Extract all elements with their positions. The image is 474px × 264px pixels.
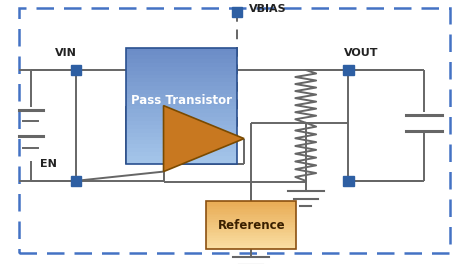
Bar (126, 48, 237, 51)
Bar (126, 160, 237, 164)
Bar (126, 113, 237, 117)
Bar (126, 133, 237, 136)
Bar (206, 201, 296, 249)
Bar (206, 230, 296, 232)
Bar (126, 78, 237, 82)
Bar (206, 227, 296, 228)
Bar (126, 86, 237, 90)
Bar (126, 90, 237, 94)
Polygon shape (164, 106, 244, 172)
Bar (206, 235, 296, 237)
Text: Pass Transistor: Pass Transistor (131, 94, 232, 107)
Bar (206, 207, 296, 209)
Bar (126, 106, 237, 110)
Text: VOUT: VOUT (344, 48, 378, 58)
Bar (232, 7, 242, 17)
Bar (126, 140, 237, 144)
Bar (206, 232, 296, 233)
Bar (126, 98, 237, 102)
Text: VBIAS: VBIAS (249, 4, 286, 14)
Bar (206, 243, 296, 244)
Bar (71, 65, 81, 75)
Bar (206, 202, 296, 204)
Bar (126, 136, 237, 140)
Bar (126, 129, 237, 133)
Bar (206, 201, 296, 202)
Bar (206, 204, 296, 205)
Bar (206, 215, 296, 217)
Text: VIN: VIN (55, 48, 76, 58)
Bar (206, 238, 296, 240)
Bar (343, 176, 354, 186)
Bar (206, 244, 296, 246)
Bar (206, 205, 296, 207)
Bar (126, 55, 237, 59)
Bar (126, 110, 237, 113)
Bar (126, 102, 237, 106)
Bar (126, 67, 237, 71)
Bar (126, 94, 237, 98)
Bar (126, 75, 237, 78)
Bar (206, 219, 296, 220)
Bar (126, 144, 237, 148)
Bar (206, 228, 296, 230)
Bar (206, 214, 296, 215)
Bar (206, 241, 296, 243)
Text: Reference: Reference (218, 219, 285, 232)
Bar (206, 233, 296, 235)
Bar (206, 225, 296, 227)
Bar (126, 125, 237, 129)
Bar (206, 210, 296, 212)
Bar (206, 240, 296, 241)
Bar (206, 223, 296, 225)
Bar (126, 71, 237, 75)
Bar (206, 217, 296, 219)
Bar (206, 237, 296, 238)
Bar (126, 152, 237, 156)
Bar (206, 222, 296, 223)
Bar (206, 246, 296, 248)
Text: EN: EN (40, 159, 57, 169)
Bar (126, 59, 237, 63)
Bar (126, 48, 237, 164)
Bar (343, 65, 354, 75)
Bar (126, 82, 237, 86)
Bar (71, 176, 81, 186)
Bar (206, 212, 296, 214)
Bar (126, 148, 237, 152)
Bar (126, 63, 237, 67)
Bar (126, 156, 237, 160)
Bar (126, 121, 237, 125)
Bar (126, 51, 237, 55)
Bar (126, 117, 237, 121)
Bar (206, 220, 296, 222)
Bar (206, 248, 296, 249)
Bar (206, 209, 296, 210)
